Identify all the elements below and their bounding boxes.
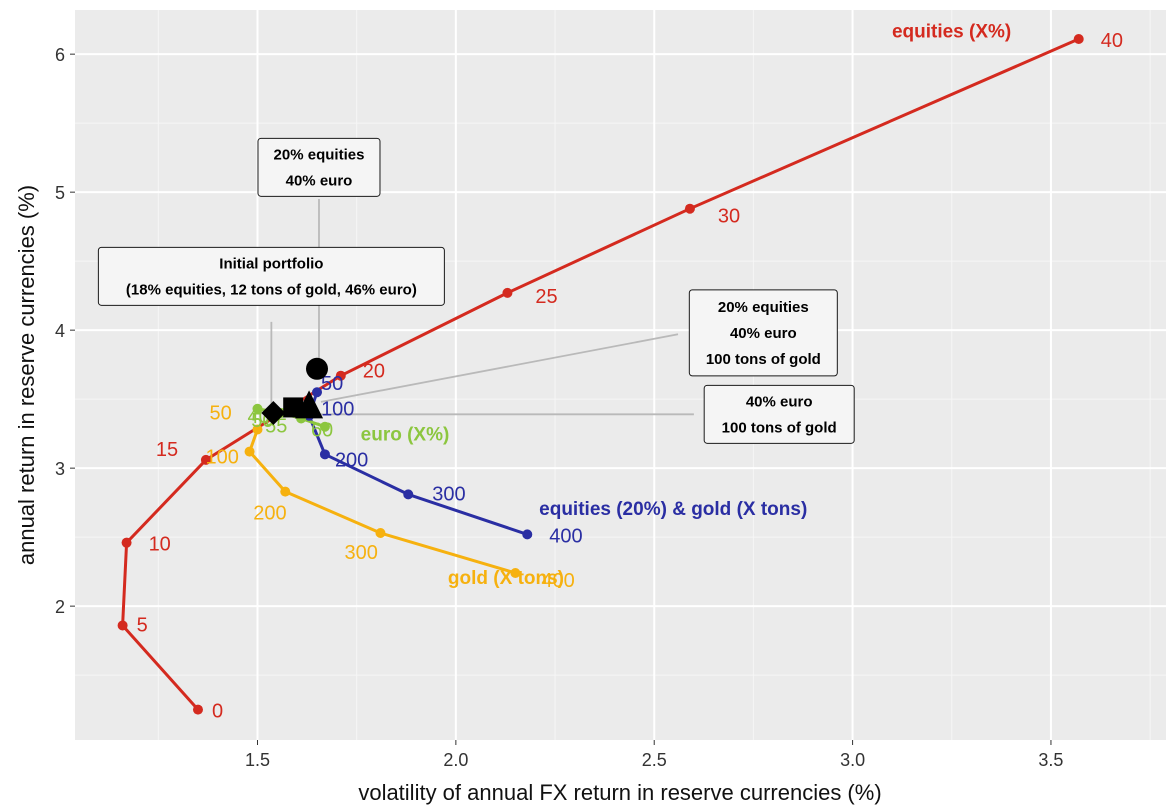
point-label: 20 xyxy=(363,361,385,383)
annotation-box: 20% equities 40% euro 100 tons of gold xyxy=(688,289,838,377)
portfolio-markers xyxy=(261,357,329,425)
y-tick-label: 3 xyxy=(55,459,65,479)
x-tick-label: 1.5 xyxy=(245,750,270,770)
series-name-label: euro (X%) xyxy=(361,425,450,446)
point-label: 200 xyxy=(253,503,286,525)
marker-diamond xyxy=(261,400,286,425)
x-tick-label: 3.5 xyxy=(1038,750,1063,770)
annotation-text: 100 tons of gold xyxy=(722,419,837,436)
data-point xyxy=(192,704,203,715)
data-point xyxy=(335,370,346,381)
data-point xyxy=(252,403,263,414)
annotation-frame xyxy=(688,289,838,377)
data-point xyxy=(510,568,521,579)
point-label: 200 xyxy=(335,449,368,471)
y-tick-label: 6 xyxy=(55,45,65,65)
point-label: 100 xyxy=(206,447,239,469)
point-labels: 0 5 10 15 20 25 30 40 50 100 200 300 400 50 100 200 300 4… xyxy=(137,30,1123,723)
annotation-box: 40% euro 100 tons of gold xyxy=(703,384,855,444)
annotation-frame xyxy=(97,246,445,306)
annotation-box: 20% equities 40% euro xyxy=(257,137,381,197)
point-label: 400 xyxy=(541,570,574,592)
x-tick-label: 3.0 xyxy=(840,750,865,770)
point-label: 30 xyxy=(718,206,740,228)
x-axis: 1.5 2.0 2.5 3.0 3.5 xyxy=(245,740,1063,770)
point-label: 15 xyxy=(156,439,178,461)
point-label: 25 xyxy=(535,286,557,308)
data-point xyxy=(312,387,323,398)
x-axis-title: volatility of annual FX return in reserv… xyxy=(358,780,881,805)
annotation-text: 100 tons of gold xyxy=(706,351,821,368)
data-point xyxy=(121,537,132,548)
point-label: 5 xyxy=(137,614,148,636)
series-names: equities (X%) equities (20%) & gold (X to… xyxy=(361,22,1012,589)
annotation-text: 40% euro xyxy=(286,172,353,189)
point-label: 50 xyxy=(321,373,343,395)
grid-major xyxy=(75,10,1166,740)
y-axis: 2 3 4 5 6 xyxy=(55,45,75,617)
data-point xyxy=(522,529,533,540)
data-point xyxy=(244,446,255,457)
annotation-text: (18% equities, 12 tons of gold, 46% euro… xyxy=(126,281,417,298)
point-label: 100 xyxy=(321,399,354,421)
annotation-box: Initial portfolio (18% equities, 12 tons … xyxy=(97,246,445,306)
data-point xyxy=(280,486,291,497)
point-label: 400 xyxy=(549,525,582,547)
point-label: 0 xyxy=(212,701,223,723)
series-name-label: equities (20%) & gold (X tons) xyxy=(539,499,807,520)
series-name-label: gold (X tons) xyxy=(448,568,564,589)
data-point xyxy=(117,620,128,631)
marker-triangle xyxy=(295,390,324,419)
data-point xyxy=(319,449,330,460)
annotation-text: 20% equities xyxy=(274,146,365,163)
annotations: Initial portfolio (18% equities, 12 tons … xyxy=(97,137,855,444)
annotation-text: 20% equities xyxy=(718,299,809,316)
data-point xyxy=(684,203,695,214)
x-tick-label: 2.5 xyxy=(642,750,667,770)
annotation-text: 40% euro xyxy=(730,325,797,342)
point-label: 60 xyxy=(311,420,333,442)
point-label: 50 xyxy=(209,403,231,425)
series-name-label: equities (X%) xyxy=(892,22,1011,43)
data-point xyxy=(502,287,513,298)
point-label: 300 xyxy=(344,542,377,564)
y-tick-label: 4 xyxy=(55,321,65,341)
y-tick-label: 2 xyxy=(55,597,65,617)
marker-circle xyxy=(306,357,329,380)
data-point xyxy=(1073,33,1084,44)
y-tick-label: 5 xyxy=(55,183,65,203)
data-point xyxy=(403,489,414,500)
annotation-frame xyxy=(703,384,855,444)
data-point xyxy=(319,421,330,432)
annotation-connector xyxy=(320,333,679,403)
point-label: 10 xyxy=(149,534,171,556)
data-point xyxy=(200,454,211,465)
data-point xyxy=(375,528,386,539)
point-label: 300 xyxy=(432,483,465,505)
annotation-connectors xyxy=(270,199,694,416)
plot-panel xyxy=(75,10,1166,740)
annotation-text: Initial portfolio xyxy=(219,255,323,272)
y-axis-title: annual return in reserve currencies (%) xyxy=(14,185,39,565)
annotation-frame xyxy=(257,137,381,197)
point-label: 40 xyxy=(1101,30,1123,52)
data-point xyxy=(252,424,263,435)
x-tick-label: 2.0 xyxy=(443,750,468,770)
annotation-text: 40% euro xyxy=(746,393,813,410)
